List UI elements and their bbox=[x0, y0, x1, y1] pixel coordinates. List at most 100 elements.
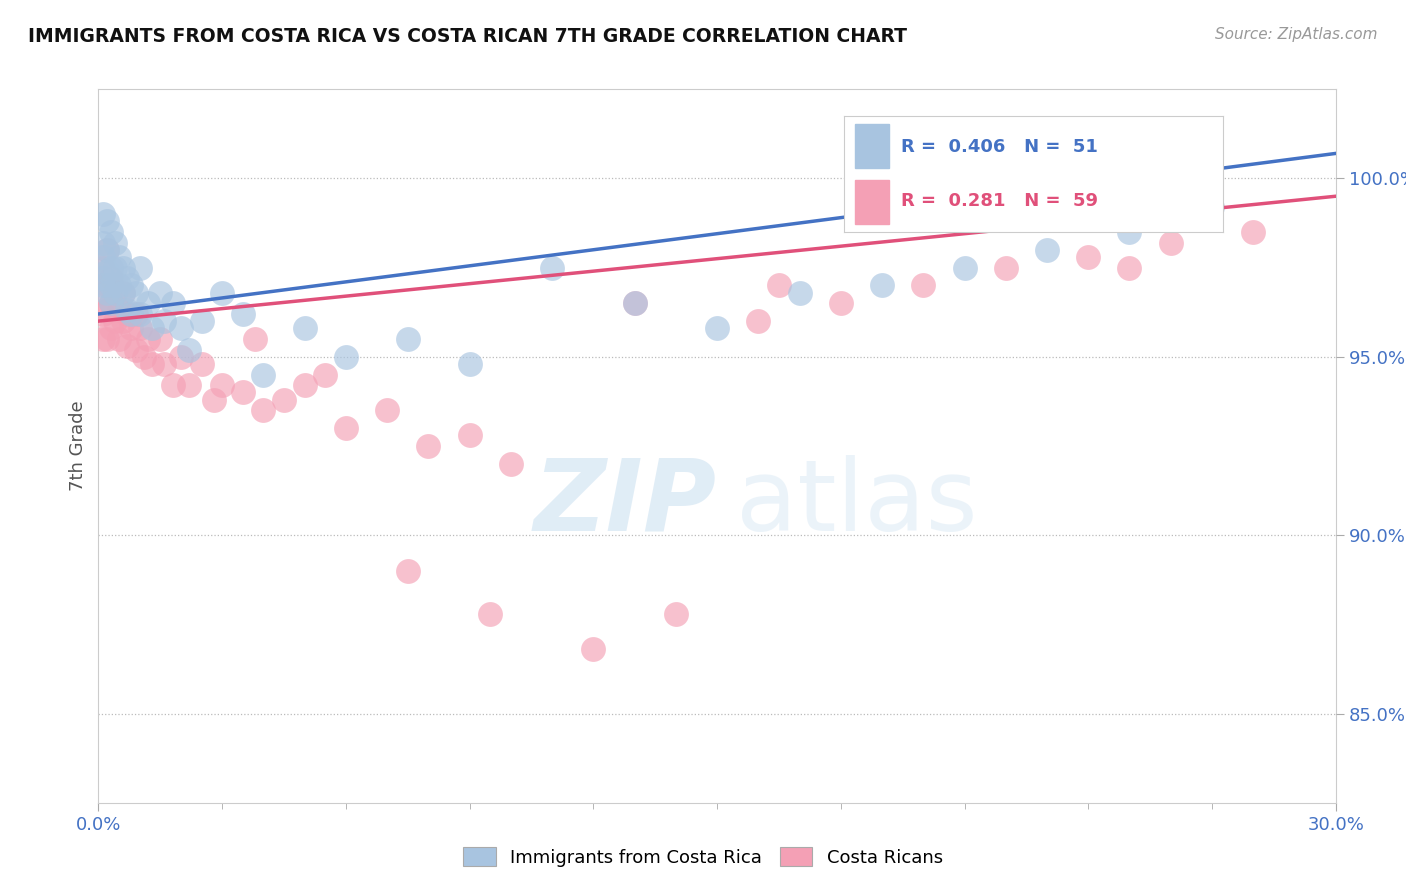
Point bbox=[314, 368, 336, 382]
Point bbox=[120, 321, 142, 335]
Point bbox=[124, 343, 146, 357]
Point bbox=[1160, 235, 1182, 250]
Point bbox=[396, 332, 419, 346]
Point bbox=[162, 378, 184, 392]
Point bbox=[128, 260, 150, 275]
Point bbox=[91, 285, 114, 300]
Point bbox=[994, 260, 1017, 275]
Point bbox=[202, 392, 225, 407]
Point bbox=[870, 278, 893, 293]
Point bbox=[179, 378, 201, 392]
Point bbox=[1201, 200, 1223, 214]
Point bbox=[243, 332, 266, 346]
Point bbox=[1118, 225, 1140, 239]
Point bbox=[232, 307, 254, 321]
Point bbox=[149, 285, 172, 300]
Point bbox=[141, 357, 163, 371]
Point bbox=[458, 357, 481, 371]
Text: R =  0.406   N =  51: R = 0.406 N = 51 bbox=[901, 138, 1098, 156]
Point bbox=[100, 278, 122, 293]
Point bbox=[375, 403, 398, 417]
Point bbox=[91, 250, 114, 264]
Text: ZIP: ZIP bbox=[534, 455, 717, 551]
Legend: Immigrants from Costa Rica, Costa Ricans: Immigrants from Costa Rica, Costa Ricans bbox=[456, 840, 950, 874]
Point bbox=[112, 285, 135, 300]
Point bbox=[335, 421, 357, 435]
Point bbox=[128, 307, 150, 321]
Point bbox=[153, 314, 176, 328]
Point bbox=[96, 278, 118, 293]
Point bbox=[104, 260, 127, 275]
Point bbox=[96, 303, 118, 318]
Point bbox=[499, 457, 522, 471]
Point bbox=[162, 296, 184, 310]
Point bbox=[120, 278, 142, 293]
Text: R =  0.281   N =  59: R = 0.281 N = 59 bbox=[901, 192, 1098, 210]
Point bbox=[96, 332, 118, 346]
Point bbox=[273, 392, 295, 407]
Point bbox=[96, 264, 118, 278]
Point bbox=[100, 260, 122, 275]
Point bbox=[396, 564, 419, 578]
Bar bbox=[855, 179, 889, 224]
Point bbox=[112, 285, 135, 300]
Point bbox=[104, 285, 127, 300]
Text: Source: ZipAtlas.com: Source: ZipAtlas.com bbox=[1215, 27, 1378, 42]
Point bbox=[96, 243, 118, 257]
Point bbox=[96, 214, 118, 228]
Point bbox=[170, 350, 193, 364]
Point bbox=[623, 296, 645, 310]
Y-axis label: 7th Grade: 7th Grade bbox=[69, 401, 87, 491]
Point bbox=[232, 385, 254, 400]
Point bbox=[104, 314, 127, 328]
Point bbox=[1077, 250, 1099, 264]
Point bbox=[124, 307, 146, 321]
Point bbox=[252, 403, 274, 417]
Point bbox=[211, 285, 233, 300]
Text: IMMIGRANTS FROM COSTA RICA VS COSTA RICAN 7TH GRADE CORRELATION CHART: IMMIGRANTS FROM COSTA RICA VS COSTA RICA… bbox=[28, 27, 907, 45]
Point bbox=[104, 285, 127, 300]
Point bbox=[100, 296, 122, 310]
Point bbox=[789, 285, 811, 300]
Point bbox=[100, 271, 122, 285]
Point bbox=[1036, 243, 1059, 257]
Point bbox=[170, 321, 193, 335]
Point bbox=[211, 378, 233, 392]
Point bbox=[91, 207, 114, 221]
Point bbox=[153, 357, 176, 371]
Point bbox=[91, 260, 114, 275]
Point bbox=[96, 285, 118, 300]
Point bbox=[294, 321, 316, 335]
Point bbox=[120, 307, 142, 321]
Point bbox=[91, 278, 114, 293]
Point bbox=[479, 607, 502, 621]
Point bbox=[124, 285, 146, 300]
Point bbox=[953, 260, 976, 275]
Point bbox=[141, 321, 163, 335]
Point bbox=[252, 368, 274, 382]
Text: atlas: atlas bbox=[735, 455, 977, 551]
Bar bbox=[855, 124, 889, 169]
Point bbox=[582, 642, 605, 657]
Point bbox=[128, 321, 150, 335]
Point bbox=[1118, 260, 1140, 275]
Point bbox=[117, 339, 139, 353]
Point bbox=[665, 607, 688, 621]
Point bbox=[1241, 225, 1264, 239]
Point bbox=[418, 439, 440, 453]
Point bbox=[132, 350, 155, 364]
Point bbox=[706, 321, 728, 335]
Point bbox=[768, 278, 790, 293]
Point bbox=[623, 296, 645, 310]
Point bbox=[136, 296, 159, 310]
Point bbox=[108, 303, 131, 318]
Point bbox=[335, 350, 357, 364]
Point bbox=[91, 271, 114, 285]
Point bbox=[91, 332, 114, 346]
Point bbox=[458, 428, 481, 442]
Point bbox=[190, 357, 212, 371]
Point bbox=[112, 314, 135, 328]
Point bbox=[830, 296, 852, 310]
Point bbox=[100, 225, 122, 239]
Point bbox=[108, 278, 131, 293]
